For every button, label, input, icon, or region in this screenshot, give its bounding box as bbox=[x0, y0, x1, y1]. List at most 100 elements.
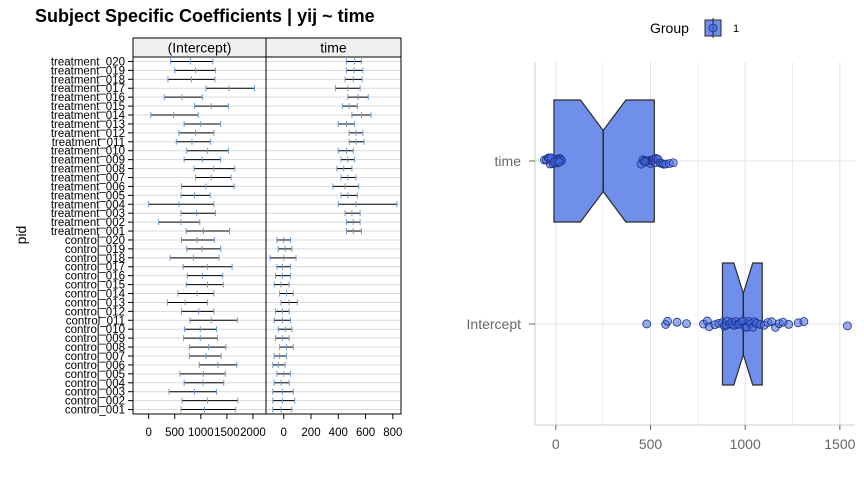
x-tick-label: 2000 bbox=[240, 427, 266, 439]
x-tick-label: 600 bbox=[356, 427, 375, 439]
forest-plot: (Intercept) 0 500 1000 1500 2000 time 0 200 400 60… bbox=[51, 37, 402, 439]
errorbar bbox=[180, 406, 237, 413]
errorbar bbox=[337, 201, 398, 208]
y-tick-label: treatment_003 bbox=[51, 208, 125, 220]
errorbar bbox=[344, 210, 361, 217]
errorbar bbox=[272, 388, 294, 395]
box-plot: time Intercept 0 500 1000 1500 Group 1 bbox=[467, 18, 856, 452]
errorbar bbox=[181, 308, 215, 315]
errorbar bbox=[186, 272, 224, 279]
errorbar bbox=[332, 183, 360, 190]
errorbar bbox=[277, 245, 293, 252]
y-tick-label: control_020 bbox=[65, 235, 125, 247]
errorbar bbox=[276, 236, 292, 243]
notched-box bbox=[553, 99, 655, 223]
legend-key-point bbox=[708, 23, 718, 33]
errorbar bbox=[277, 326, 293, 333]
errorbar bbox=[180, 192, 211, 199]
forest-panel: (Intercept) 0 500 1000 1500 2000 bbox=[132, 37, 267, 439]
data-point bbox=[642, 319, 652, 329]
y-tick-label: control_005 bbox=[65, 369, 125, 381]
data-point bbox=[799, 317, 809, 326]
y-tick-label: treatment_012 bbox=[51, 128, 125, 140]
errorbar bbox=[189, 317, 238, 324]
y-tick-label: control_007 bbox=[65, 351, 125, 363]
x-tick-label: 500 bbox=[639, 436, 663, 452]
errorbar bbox=[183, 156, 222, 163]
x-tick-label: 200 bbox=[301, 427, 320, 439]
errorbar bbox=[348, 129, 364, 136]
errorbar bbox=[150, 112, 199, 119]
y-tick-label: treatment_009 bbox=[51, 155, 125, 167]
errorbar bbox=[340, 156, 356, 163]
y-tick-label: control_015 bbox=[65, 280, 125, 292]
y-tick-label: control_006 bbox=[65, 360, 125, 372]
errorbar bbox=[275, 272, 292, 279]
errorbar bbox=[272, 361, 286, 368]
errorbar bbox=[185, 281, 224, 288]
errorbar bbox=[158, 219, 201, 226]
errorbar bbox=[273, 352, 287, 359]
x-tick-label: 0 bbox=[552, 436, 560, 452]
y-tick-label: treatment_014 bbox=[51, 110, 126, 122]
legend-entry: 1 bbox=[733, 23, 739, 35]
y-tick-label: treatment_006 bbox=[51, 181, 125, 193]
errorbar bbox=[340, 174, 357, 181]
x-tick-label: 0 bbox=[281, 427, 287, 439]
errorbar bbox=[275, 308, 290, 315]
y-tick-label: treatment_010 bbox=[51, 146, 125, 158]
y-tick-label: control_002 bbox=[65, 396, 125, 408]
y-tick-label: control_009 bbox=[65, 333, 125, 345]
y-tick-label: control_017 bbox=[65, 262, 125, 274]
data-point bbox=[682, 319, 691, 329]
data-point bbox=[663, 316, 672, 326]
y-tick-label: control_019 bbox=[65, 244, 125, 256]
errorbar bbox=[181, 397, 239, 404]
errorbar bbox=[345, 58, 362, 65]
errorbar bbox=[163, 94, 203, 101]
y-tick-label: treatment_013 bbox=[51, 119, 125, 131]
errorbar bbox=[194, 103, 229, 110]
errorbar bbox=[148, 201, 215, 208]
errorbar bbox=[348, 138, 365, 145]
errorbar bbox=[205, 85, 256, 92]
y-tick-label: treatment_001 bbox=[51, 226, 125, 238]
y-axis-label: pid bbox=[13, 226, 29, 245]
errorbar bbox=[198, 361, 238, 368]
errorbar bbox=[193, 165, 236, 172]
errorbar bbox=[280, 299, 298, 306]
errorbar bbox=[195, 174, 232, 181]
errorbar bbox=[345, 67, 364, 74]
errorbar bbox=[276, 263, 292, 270]
panel-strip-label: (Intercept) bbox=[168, 40, 232, 56]
errorbar bbox=[351, 112, 372, 119]
y-tick-label: control_018 bbox=[65, 253, 125, 265]
errorbar bbox=[178, 129, 215, 136]
errorbar bbox=[183, 335, 218, 342]
errorbar bbox=[183, 120, 222, 127]
errorbar bbox=[168, 388, 217, 395]
y-tick-label: time bbox=[495, 153, 522, 169]
data-point bbox=[668, 158, 678, 168]
errorbar bbox=[336, 165, 353, 172]
errorbar bbox=[181, 183, 235, 190]
data-point bbox=[843, 321, 852, 331]
errorbar bbox=[347, 94, 369, 101]
y-tick-label: treatment_004 bbox=[51, 199, 126, 211]
errorbar bbox=[273, 317, 292, 324]
x-tick-label: 400 bbox=[329, 427, 348, 439]
y-tick-label: treatment_008 bbox=[51, 164, 125, 176]
errorbar bbox=[188, 352, 222, 359]
errorbar bbox=[345, 228, 362, 235]
y-tick-label: treatment_007 bbox=[51, 172, 125, 184]
y-tick-label: control_014 bbox=[65, 289, 126, 301]
y-tick-label: treatment_018 bbox=[51, 74, 125, 86]
x-tick-label: 1000 bbox=[188, 427, 214, 439]
errorbar bbox=[186, 147, 229, 154]
errorbar bbox=[179, 370, 226, 377]
errorbar bbox=[345, 219, 361, 226]
errorbar bbox=[174, 67, 216, 74]
errorbar bbox=[279, 344, 294, 351]
